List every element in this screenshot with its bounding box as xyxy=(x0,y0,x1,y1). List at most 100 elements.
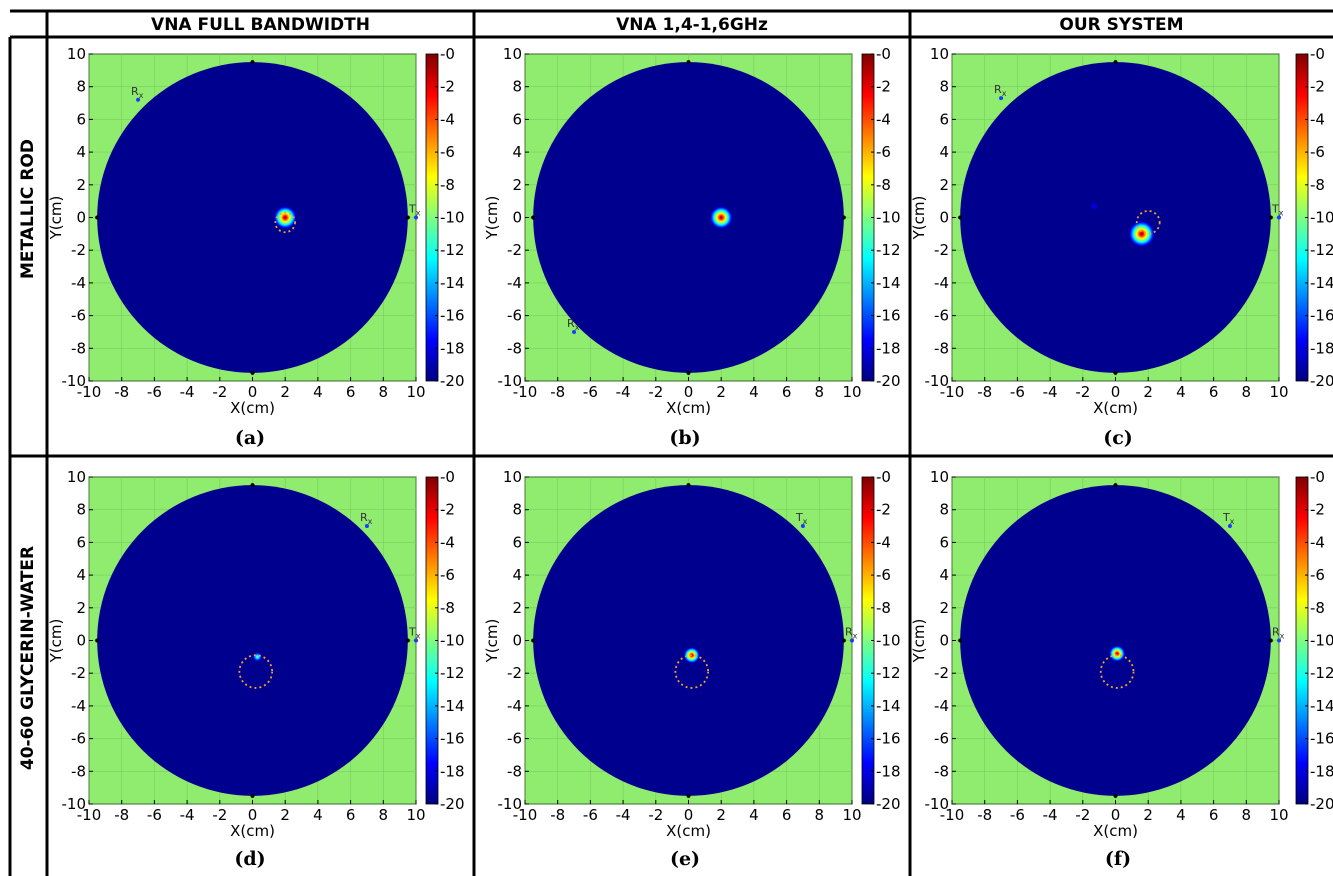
y-tick-label: 4 xyxy=(512,566,522,584)
colorbar-tick-label: -4 xyxy=(1310,533,1325,551)
y-tick-label: 6 xyxy=(512,110,522,128)
x-tick-label: -6 xyxy=(147,383,162,401)
x-tick-label: 8 xyxy=(379,383,389,401)
x-tick-label: -4 xyxy=(1043,383,1058,401)
imaging-disk xyxy=(960,62,1271,373)
y-tick-label: -10 xyxy=(925,795,950,813)
x-tick-label: -8 xyxy=(114,806,129,824)
y-tick-label: -6 xyxy=(71,307,86,325)
antenna-label: Rx xyxy=(845,626,858,641)
x-tick-label: -8 xyxy=(550,383,565,401)
y-axis-label: Y(cm) xyxy=(47,196,65,241)
x-tick-label: 4 xyxy=(313,806,323,824)
colorbar-tick-label: -10 xyxy=(876,632,901,650)
rim-marker xyxy=(1113,370,1118,375)
x-tick-label: -10 xyxy=(77,383,102,401)
colorbar-tick-label: -4 xyxy=(440,110,455,128)
colorbar-tick-label: -10 xyxy=(1310,209,1333,227)
colorbar-tick-label: -2 xyxy=(876,78,891,96)
x-axis-label: X(cm) xyxy=(1093,822,1138,840)
x-tick-label: 8 xyxy=(1242,806,1252,824)
y-tick-label: 2 xyxy=(939,176,949,194)
y-tick-label: 0 xyxy=(76,632,86,650)
x-tick-label: 4 xyxy=(749,383,759,401)
antenna-marker xyxy=(850,638,854,643)
rim-marker xyxy=(531,215,536,220)
y-tick-label: 0 xyxy=(939,209,949,227)
colorbar-tick-label: -12 xyxy=(440,241,465,259)
x-tick-label: -6 xyxy=(1010,806,1025,824)
y-tick-label: -2 xyxy=(507,664,522,682)
colorbar-tick-label: -2 xyxy=(1310,78,1325,96)
y-tick-label: 10 xyxy=(930,45,949,63)
y-tick-label: -10 xyxy=(498,372,523,390)
colorbar-tick-label: -18 xyxy=(440,762,465,780)
rim-marker xyxy=(686,793,691,798)
colorbar-tick-label: -16 xyxy=(1310,307,1333,325)
colorbar-tick-label: -18 xyxy=(440,339,465,357)
panel-label-c: (c) xyxy=(1103,427,1133,449)
colorbar-tick-label: -8 xyxy=(876,599,891,617)
rim-marker xyxy=(250,793,255,798)
panel-label-b: (b) xyxy=(669,427,701,449)
x-tick-label: -6 xyxy=(147,806,162,824)
colorbar-tick-label: -12 xyxy=(440,664,465,682)
imaging-disk xyxy=(960,485,1271,796)
y-tick-label: 8 xyxy=(512,78,522,96)
x-tick-label: 0 xyxy=(248,806,258,824)
y-tick-label: 2 xyxy=(76,176,86,194)
colorbar-tick-label: -0 xyxy=(1310,45,1325,63)
y-tick-label: 2 xyxy=(512,176,522,194)
y-tick-label: -2 xyxy=(71,241,86,259)
x-tick-label: 4 xyxy=(1176,806,1186,824)
x-tick-label: 2 xyxy=(280,806,290,824)
y-axis-label: Y(cm) xyxy=(910,619,928,664)
rim-marker xyxy=(1268,215,1273,220)
column-header-our-system: OUR SYSTEM xyxy=(1059,15,1184,35)
colorbar-tick-label: -14 xyxy=(440,697,465,715)
x-tick-label: 2 xyxy=(280,383,290,401)
x-tick-label: 10 xyxy=(842,383,861,401)
colorbar-tick-label: -8 xyxy=(1310,176,1325,194)
x-tick-label: 8 xyxy=(379,806,389,824)
rim-marker xyxy=(841,215,846,220)
imaging-disk xyxy=(533,62,844,373)
colorbar-tick-label: -2 xyxy=(1310,501,1325,519)
colorbar-tick-label: -8 xyxy=(440,176,455,194)
x-tick-label: 10 xyxy=(1269,806,1288,824)
y-tick-label: 8 xyxy=(512,501,522,519)
antenna-marker xyxy=(800,524,805,529)
y-tick-label: -4 xyxy=(934,697,949,715)
rim-marker xyxy=(250,483,255,488)
hotspot xyxy=(1108,645,1126,662)
y-tick-label: 0 xyxy=(512,209,522,227)
y-tick-label: -6 xyxy=(507,307,522,325)
x-tick-label: 10 xyxy=(1269,383,1288,401)
y-tick-label: -6 xyxy=(71,730,86,748)
colorbar-tick-label: -20 xyxy=(440,795,465,813)
x-tick-label: 6 xyxy=(1209,806,1219,824)
y-tick-label: 2 xyxy=(76,599,86,617)
x-axis-label: X(cm) xyxy=(1093,399,1138,417)
hotspot xyxy=(273,206,297,229)
antenna-label: Tx xyxy=(408,203,421,218)
x-tick-label: 8 xyxy=(815,383,825,401)
true-target-ring xyxy=(274,211,296,234)
colorbar-tick-label: -0 xyxy=(440,45,455,63)
x-tick-label: 2 xyxy=(1143,383,1153,401)
rim-marker xyxy=(531,638,536,643)
colorbar-tick-label: -10 xyxy=(1310,632,1333,650)
y-tick-label: -8 xyxy=(934,762,949,780)
y-tick-label: -6 xyxy=(934,730,949,748)
x-tick-label: 0 xyxy=(684,806,694,824)
colorbar-tick-label: -14 xyxy=(440,274,465,292)
colorbar-tick-label: -4 xyxy=(1310,110,1325,128)
x-tick-label: -4 xyxy=(1043,806,1058,824)
x-tick-label: -4 xyxy=(616,383,631,401)
y-tick-label: -4 xyxy=(934,274,949,292)
colorbar-tick-label: -20 xyxy=(1310,372,1333,390)
y-axis-label: Y(cm) xyxy=(483,619,501,664)
y-tick-label: 8 xyxy=(939,501,949,519)
